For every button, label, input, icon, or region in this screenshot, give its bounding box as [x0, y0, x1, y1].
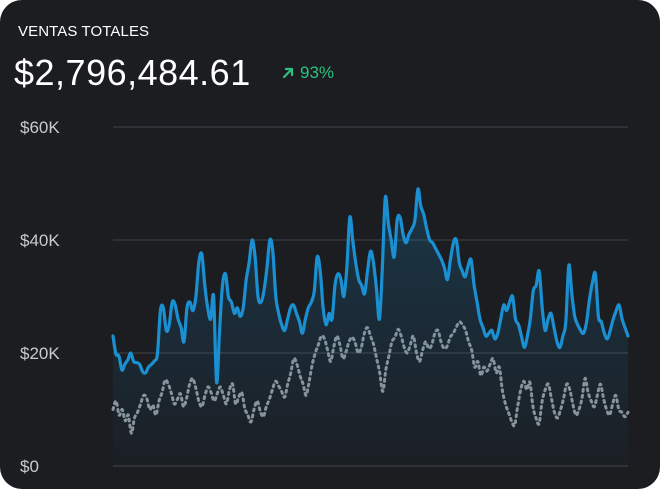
series-primary-line — [111, 187, 630, 385]
card-title: VENTAS TOTALES — [18, 23, 150, 40]
change-value: 93% — [300, 63, 335, 82]
series-primary-area — [113, 188, 628, 466]
arrow-up-right-icon — [282, 67, 294, 79]
y-tick-label: $60K — [20, 118, 60, 137]
y-axis: $60K $40K $20K $0 — [20, 118, 60, 476]
series-group — [111, 187, 630, 466]
y-tick-label: $0 — [20, 457, 39, 476]
y-tick-label: $40K — [20, 231, 60, 250]
total-amount: $2,796,484.61 — [14, 52, 251, 93]
y-tick-label: $20K — [20, 344, 60, 363]
change-indicator: 93% — [282, 63, 334, 83]
